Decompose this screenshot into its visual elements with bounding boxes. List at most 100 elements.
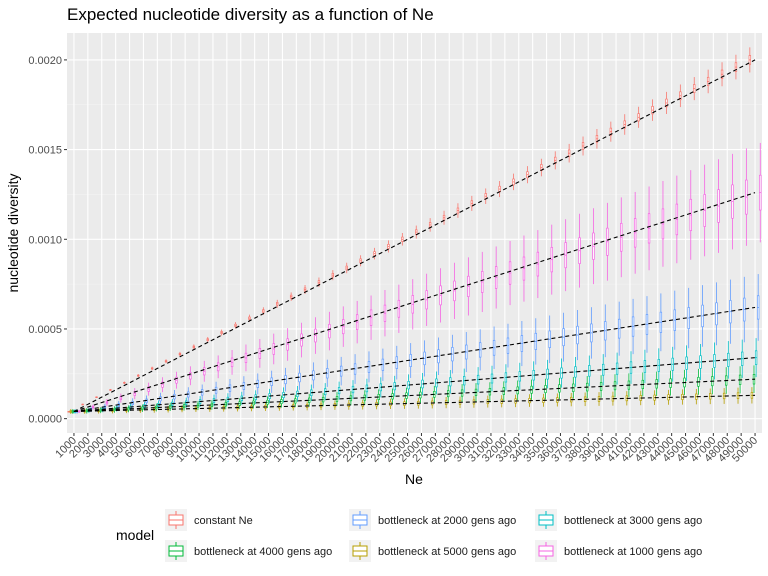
boxplot	[679, 84, 682, 108]
boxplot	[643, 349, 647, 384]
boxplot	[395, 345, 398, 380]
boxplot	[615, 352, 619, 385]
boxplot	[355, 300, 359, 344]
boxplot	[745, 148, 748, 246]
boxplot	[77, 409, 81, 414]
legend-label: bottleneck at 4000 gens ago	[194, 546, 332, 558]
boxplot	[81, 403, 84, 406]
boxplot	[141, 404, 144, 412]
boxplot	[439, 268, 442, 323]
boxplot	[606, 202, 609, 281]
plot-panel	[67, 33, 762, 433]
boxplot	[494, 246, 498, 309]
boxplot	[647, 186, 651, 271]
boxplot	[637, 106, 640, 128]
boxplot	[720, 62, 724, 87]
boxplot	[220, 329, 223, 336]
boxplot	[661, 181, 665, 267]
boxplot	[671, 346, 674, 382]
boxplot	[383, 290, 387, 337]
legend-label: bottleneck at 5000 gens ago	[378, 546, 516, 558]
y-axis-title: nucleotide diversity	[5, 173, 21, 292]
boxplot	[590, 307, 593, 359]
boxplot	[210, 400, 214, 410]
boxplot	[353, 354, 357, 384]
chart-title: Expected nucleotide diversity as a funct…	[67, 5, 434, 24]
boxplot	[314, 317, 317, 354]
boxplot	[592, 208, 595, 285]
boxplot	[715, 282, 718, 346]
boxplot	[331, 270, 335, 281]
boxplot	[595, 129, 599, 149]
boxplot	[105, 398, 109, 407]
boxplot	[620, 197, 623, 278]
boxplot	[673, 290, 676, 350]
boxplot	[526, 166, 529, 184]
boxplot	[451, 334, 454, 374]
legend-label: bottleneck at 1000 gens ago	[564, 546, 702, 558]
boxplot	[562, 312, 565, 362]
boxplot	[155, 403, 158, 412]
grid-lines	[67, 33, 762, 433]
boxplot	[196, 400, 200, 411]
boxplot	[425, 273, 428, 326]
y-tick-label: 0.0010	[28, 234, 62, 246]
boxplot	[397, 284, 401, 333]
boxplot	[456, 203, 460, 218]
legend-title: model	[116, 527, 154, 543]
boxplot	[342, 306, 345, 347]
boxplot	[631, 298, 635, 355]
boxplot	[99, 407, 102, 414]
boxplot	[623, 114, 626, 135]
boxplot	[554, 151, 557, 170]
boxplot	[520, 320, 524, 367]
boxplot	[701, 285, 704, 347]
boxplot	[629, 351, 633, 384]
y-tick-label: 0.0000	[28, 414, 62, 426]
boxplot	[328, 311, 331, 351]
boxplot	[564, 219, 567, 292]
boxplot	[741, 339, 744, 378]
legend-item: bottleneck at 3000 gens ago	[535, 509, 702, 531]
boxplot	[699, 343, 702, 381]
boxplot	[401, 233, 404, 246]
boxplot	[653, 390, 656, 405]
boxplot	[481, 251, 484, 313]
boxplot	[617, 301, 621, 356]
boxplot	[113, 406, 116, 413]
boxplot	[91, 404, 95, 410]
legend-item: bottleneck at 1000 gens ago	[535, 540, 702, 562]
boxplot	[411, 279, 414, 330]
boxplot	[722, 388, 726, 404]
boxplot	[693, 77, 696, 101]
boxplot	[578, 213, 581, 288]
boxplot	[470, 195, 474, 211]
boxplot	[238, 398, 241, 409]
boxplot	[284, 367, 287, 392]
boxplot	[437, 337, 440, 375]
boxplot	[685, 345, 688, 381]
boxplot	[550, 224, 553, 295]
y-tick-label: 0.0015	[28, 145, 62, 157]
boxplot	[95, 396, 98, 399]
boxplot	[657, 348, 660, 383]
boxplot	[127, 405, 130, 413]
y-tick-label: 0.0005	[28, 324, 62, 336]
expected-line	[73, 378, 756, 413]
boxplot	[453, 262, 456, 319]
boxplot	[602, 354, 605, 386]
expected-line	[73, 357, 756, 413]
boxplot	[463, 368, 466, 393]
boxplot	[754, 338, 758, 378]
boxplot	[133, 388, 136, 400]
boxplot	[736, 387, 740, 404]
legend: model constant Ne bottleneck at 4000 gens…	[116, 509, 702, 562]
boxplot	[423, 340, 426, 377]
y-axis: 0.0000 0.0005 0.0010 0.0015 0.0020	[28, 55, 67, 426]
legend-item: constant Ne	[165, 509, 253, 531]
expected-lines	[73, 59, 756, 413]
boxplot	[645, 296, 649, 353]
boxplot	[189, 366, 192, 386]
boxplot	[651, 99, 654, 121]
boxplot	[345, 262, 348, 274]
